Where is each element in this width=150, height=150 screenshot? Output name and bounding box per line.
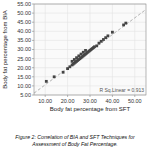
y-tick-label: 55.00	[17, 1, 31, 7]
y-grid-line	[34, 76, 146, 77]
x-tick-label: 10.00	[38, 98, 52, 104]
y-tick-label: 15.00	[17, 74, 31, 80]
x-tick	[112, 95, 113, 97]
x-tick	[67, 95, 68, 97]
x-tick-label: 50.00	[128, 98, 142, 104]
x-tick	[45, 95, 46, 97]
x-tick-label: 20.00	[61, 98, 75, 104]
scatter-point	[107, 34, 110, 37]
y-tick-label: 25.00	[17, 56, 31, 62]
x-tick-label: 30.00	[83, 98, 97, 104]
y-tick-label: 30.00	[17, 46, 31, 52]
y-tick-label: 40.00	[17, 28, 31, 34]
y-grid-line	[34, 22, 146, 23]
x-tick-label: 40.00	[106, 98, 120, 104]
x-tick	[134, 95, 135, 97]
chart: 10.00 20.00 30.00 40.00 50.00 5.00 10.00 15.00 2…	[0, 0, 150, 150]
annotation: R Sq.Linear = 0.913	[99, 87, 144, 93]
y-grid-line	[34, 67, 146, 68]
y-tick-label: 20.00	[17, 65, 31, 71]
title: Figure 2: Correlation of BIA and SFT Tec…	[15, 134, 135, 147]
plot-marks	[34, 9, 146, 93]
title-line: Assessment of Body Fat Percentage.	[31, 141, 118, 147]
scatter-point	[53, 75, 56, 78]
plot-area	[34, 4, 146, 95]
scatter-point	[95, 44, 98, 47]
plot-frame	[34, 4, 146, 95]
y-grid-line	[34, 58, 146, 59]
x-tick	[90, 95, 91, 97]
y-tick-label: 10.00	[17, 83, 31, 89]
title-line: Figure 2: Correlation of BIA and SFT Tec…	[15, 134, 135, 140]
x-axis-label: Body fat percentage from SFT	[50, 106, 131, 112]
scatter-point	[84, 49, 87, 52]
y-tick-label: 35.00	[17, 37, 31, 43]
y-tick-label: 5.00	[20, 92, 31, 98]
y-tick-label: 45.00	[17, 19, 31, 25]
regression-line	[34, 9, 146, 93]
y-axis-label: Body fat percentage from BIA	[2, 10, 8, 89]
y-tick-label: 50.00	[17, 10, 31, 16]
scatter-point	[124, 22, 127, 25]
scatter-point	[62, 71, 65, 74]
y-grid-line	[34, 40, 146, 41]
scatter-point	[45, 80, 48, 83]
scatter-point	[111, 31, 114, 34]
y-grid-line	[34, 49, 146, 50]
y-grid-line	[34, 31, 146, 32]
y-grid-line	[34, 13, 146, 14]
grid	[34, 4, 146, 95]
